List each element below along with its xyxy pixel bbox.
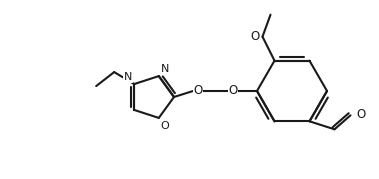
Text: O: O (161, 121, 169, 131)
Text: O: O (193, 84, 203, 98)
Text: O: O (229, 84, 238, 98)
Text: O: O (357, 108, 366, 121)
Text: N: N (124, 72, 132, 82)
Text: N: N (161, 64, 169, 74)
Text: O: O (250, 30, 260, 43)
